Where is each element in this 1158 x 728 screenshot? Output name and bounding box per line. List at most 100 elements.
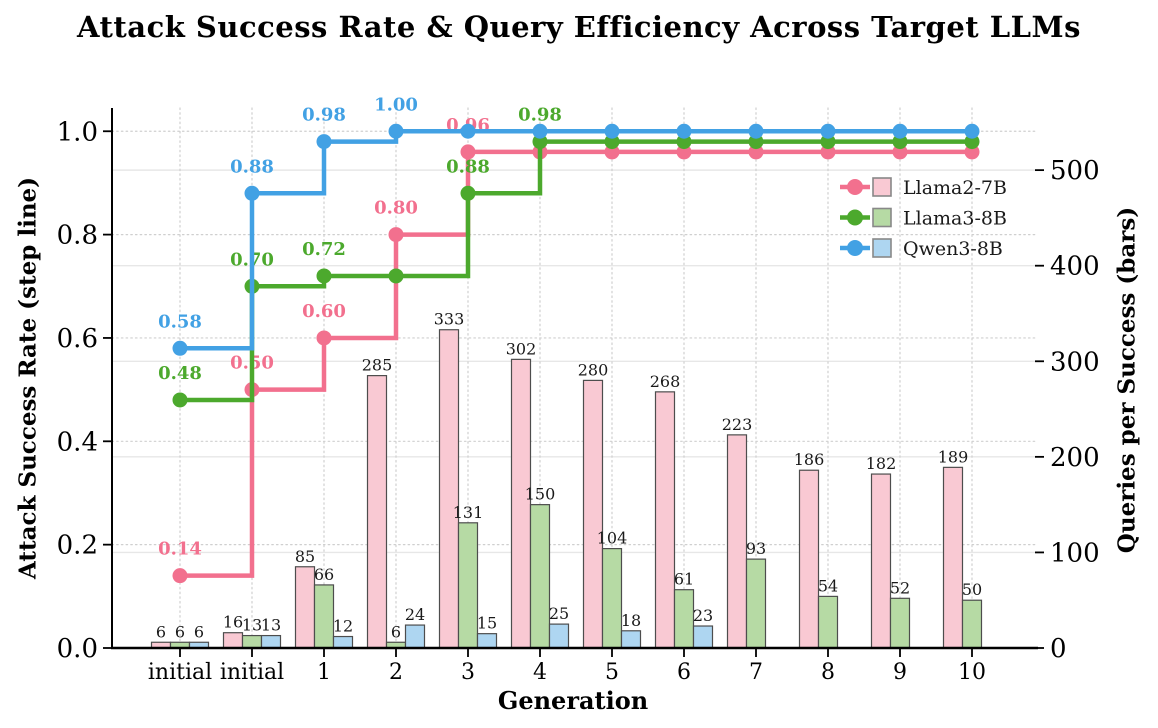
bar-value-label: 12 [333, 617, 353, 636]
bar-value-label: 6 [194, 622, 204, 641]
asr-value-label: 0.60 [302, 301, 346, 322]
point-marker-qwen3-8b [604, 123, 620, 139]
y-right-tick-label: 200 [1050, 443, 1100, 473]
bar-value-label: 24 [405, 605, 425, 624]
bar-qwen3-8b [692, 625, 714, 649]
legend-marker-icon [847, 240, 863, 256]
asr-value-label: 0.88 [230, 156, 274, 177]
point-marker-qwen3-8b [172, 340, 188, 356]
bar-qwen3-8b [260, 634, 282, 649]
asr-value-label: 0.98 [302, 105, 346, 126]
x-tick-label: 2 [389, 660, 403, 685]
bar-value-label: 15 [477, 614, 497, 633]
asr-value-label: 0.48 [158, 363, 202, 384]
bar-llama3-8b [889, 597, 911, 649]
bar-value-label: 66 [314, 565, 334, 584]
y-axis-label-left: Attack Success Rate (step line) [14, 176, 42, 580]
legend-marker-icon [847, 179, 863, 195]
bar-value-label: 302 [506, 339, 537, 358]
y-right-tick-label: 300 [1050, 347, 1100, 377]
point-marker-llama3-8b [748, 134, 764, 150]
point-marker-llama2-7b [388, 227, 404, 243]
point-marker-qwen3-8b [892, 123, 908, 139]
legend-bar-swatch [872, 238, 892, 258]
x-tick-label: initial [220, 660, 284, 685]
bar-llama3-8b [673, 589, 695, 649]
bar-value-label: 13 [242, 616, 262, 635]
point-marker-llama3-8b [604, 134, 620, 150]
bar-value-label: 13 [261, 616, 281, 635]
point-marker-llama3-8b [460, 185, 476, 201]
point-marker-llama3-8b [820, 134, 836, 150]
y-left-tick-label: 1.0 [57, 117, 98, 147]
bar-value-label: 182 [866, 454, 897, 473]
bar-llama2-7b [366, 375, 388, 649]
bar-llama2-7b [798, 469, 820, 649]
bar-value-label: 223 [722, 415, 753, 434]
bar-llama3-8b [817, 595, 839, 649]
y-right-tick-label: 0 [1050, 634, 1067, 664]
bar-value-label: 23 [693, 606, 713, 625]
bar-llama2-7b [870, 473, 892, 649]
bar-value-label: 93 [746, 539, 766, 558]
asr-value-label: 0.80 [374, 198, 418, 219]
bar-value-label: 150 [525, 485, 556, 504]
asr-value-label: 0.58 [158, 311, 202, 332]
y-left-tick-label: 0.4 [57, 427, 98, 457]
legend-marker-icon [847, 209, 863, 226]
y-right-tick-label: 100 [1050, 538, 1100, 568]
point-marker-llama3-8b [964, 134, 980, 150]
y-left-tick-label: 0.0 [57, 634, 98, 664]
point-marker-qwen3-8b [676, 123, 692, 139]
bar-value-label: 61 [674, 570, 694, 589]
legend-bar-swatch [872, 207, 892, 228]
point-marker-llama2-7b [892, 144, 908, 160]
point-marker-llama2-7b [964, 144, 980, 160]
asr-value-label: 1.00 [374, 94, 418, 115]
bar-value-label: 268 [650, 372, 681, 391]
bar-qwen3-8b [476, 633, 498, 649]
x-tick-label: 3 [461, 660, 475, 685]
bar-llama2-7b [510, 358, 532, 649]
point-marker-llama2-7b [748, 144, 764, 160]
bar-value-label: 104 [597, 529, 628, 548]
bar-value-label: 186 [794, 450, 825, 469]
bar-llama2-7b [222, 632, 244, 649]
point-marker-qwen3-8b [460, 123, 476, 139]
x-tick-label: 5 [605, 660, 619, 685]
bar-value-label: 189 [938, 447, 969, 466]
point-marker-llama2-7b [676, 144, 692, 160]
bar-llama2-7b [438, 329, 460, 649]
bar-llama2-7b [726, 434, 748, 649]
bar-qwen3-8b [548, 623, 570, 649]
y-left-tick-label: 0.8 [57, 221, 98, 251]
bar-llama3-8b [961, 599, 983, 649]
point-marker-qwen3-8b [388, 123, 404, 139]
legend-label: Qwen3-8B [903, 238, 1003, 260]
point-marker-qwen3-8b [820, 123, 836, 139]
bar-qwen3-8b [620, 630, 642, 649]
bar-value-label: 280 [578, 360, 609, 379]
legend-label: Llama2-7B [903, 177, 1007, 199]
point-marker-qwen3-8b [748, 123, 764, 139]
asr-value-label: 0.14 [158, 539, 202, 560]
bar-llama2-7b [294, 566, 316, 649]
point-marker-llama2-7b [820, 144, 836, 160]
point-marker-llama3-8b [172, 392, 188, 408]
step-line-llama3-8b [180, 139, 972, 403]
x-tick-label: 10 [958, 660, 986, 685]
bar-qwen3-8b [404, 624, 426, 649]
bar-llama3-8b [241, 634, 263, 649]
bar-llama2-7b [654, 391, 676, 649]
point-marker-qwen3-8b [964, 123, 980, 139]
point-marker-llama2-7b [460, 144, 476, 160]
point-marker-qwen3-8b [244, 185, 260, 201]
bar-value-label: 16 [223, 613, 243, 632]
y-right-tick-label: 400 [1050, 252, 1100, 282]
point-marker-llama3-8b [316, 268, 332, 284]
point-marker-llama3-8b [892, 134, 908, 150]
point-marker-llama3-8b [388, 268, 404, 284]
bar-value-label: 131 [453, 503, 484, 522]
